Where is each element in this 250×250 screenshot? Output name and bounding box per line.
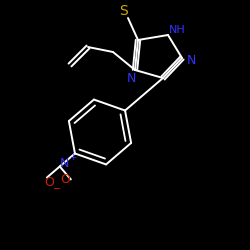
Text: N: N	[60, 157, 70, 170]
Text: N: N	[186, 54, 196, 66]
Text: NH: NH	[168, 25, 186, 35]
Text: S: S	[120, 4, 128, 18]
Text: +: +	[69, 153, 76, 162]
Text: O: O	[60, 173, 70, 186]
Text: −: −	[53, 184, 61, 194]
Text: O: O	[44, 176, 54, 189]
Text: N: N	[126, 72, 136, 85]
